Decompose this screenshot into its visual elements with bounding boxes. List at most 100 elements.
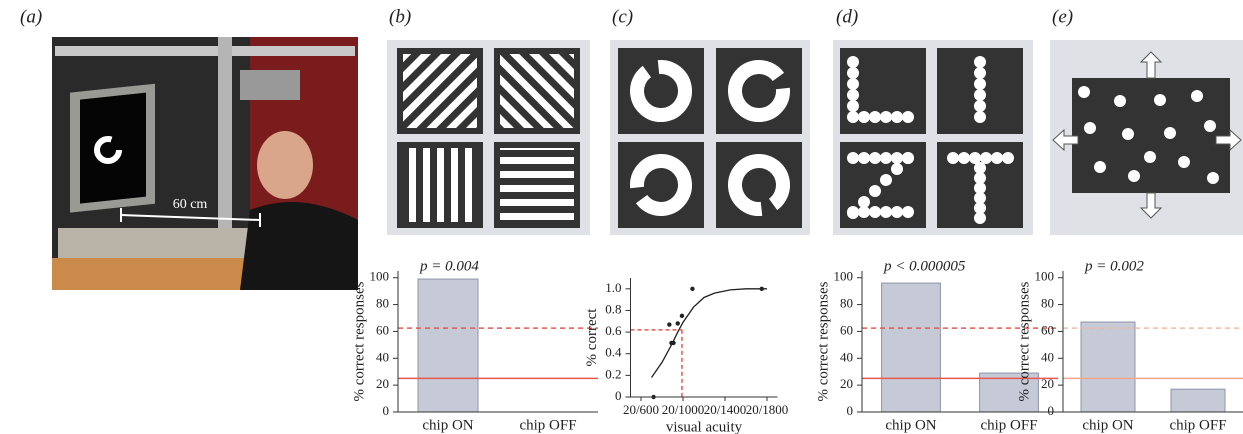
- stimulus-dot: [974, 182, 986, 194]
- y-axis-label: % correct: [584, 308, 600, 367]
- y-axis-label: % correct responses: [1016, 281, 1032, 401]
- stimulus-dot: [858, 152, 870, 164]
- data-point: [675, 321, 680, 326]
- stimulus-dot: [974, 162, 986, 174]
- stimulus-dot: [869, 206, 881, 218]
- data-point: [759, 286, 764, 292]
- motion-stimulus: [1050, 40, 1243, 235]
- panel-label: (a): [20, 6, 42, 27]
- panel-label: (d): [836, 6, 858, 27]
- stimulus-dot: [880, 206, 892, 218]
- stimulus-dot: [1128, 170, 1140, 182]
- stimulus-dot: [880, 174, 892, 186]
- y-axis-label: % correct responses: [351, 281, 367, 401]
- stimulus-dot: [858, 196, 870, 208]
- x-tick-label: chip OFF: [519, 417, 576, 433]
- stimulus-dot: [858, 206, 870, 218]
- stimulus-dot: [1178, 156, 1190, 168]
- stimulus-dot: [847, 100, 859, 112]
- stimulus-dot: [847, 67, 859, 79]
- stimulus-dot: [974, 192, 986, 204]
- stimulus-dot: [902, 111, 914, 123]
- stimulus-dot: [891, 163, 903, 175]
- y-axis-label: % correct responses: [815, 281, 831, 401]
- y-tick-label: 100: [1035, 269, 1055, 284]
- stimulus-dot: [1144, 151, 1156, 163]
- y-tick-label: 60: [1041, 322, 1054, 337]
- stimulus-dot: [974, 212, 986, 224]
- stimulus-dot: [847, 89, 859, 101]
- y-tick-label: 20: [840, 376, 853, 391]
- y-tick-label: 0: [847, 403, 854, 418]
- fit-curve: [650, 288, 767, 378]
- stimulus-dot: [974, 100, 986, 112]
- y-tick-label: 0: [383, 403, 390, 418]
- bar: [1170, 388, 1226, 413]
- landolt-c-stimuli: [610, 40, 810, 235]
- stimulus-dot: [847, 207, 859, 219]
- stimulus-dot: [974, 111, 986, 123]
- stimulus-dot: [858, 111, 870, 123]
- y-tick-label: 80: [840, 296, 853, 311]
- x-tick-label: chip OFF: [980, 417, 1037, 433]
- stimulus-dot: [891, 206, 903, 218]
- x-tick-label: chip ON: [885, 417, 936, 433]
- y-tick-label: 20: [376, 376, 389, 391]
- stimulus-dot: [847, 152, 859, 164]
- y-tick-label: 60: [840, 322, 853, 337]
- stimulus-dot: [969, 152, 981, 164]
- data-point: [667, 322, 672, 327]
- bar: [417, 278, 479, 413]
- stimulus-dot: [869, 111, 881, 123]
- data-point: [679, 313, 685, 319]
- y-tick-label: 80: [1041, 296, 1054, 311]
- stimulus-dot: [1122, 128, 1134, 140]
- stimulus-dot: [847, 56, 859, 68]
- stimulus-dot: [974, 78, 986, 90]
- stimulus-dot: [1154, 94, 1166, 106]
- stimulus-dot: [1114, 95, 1126, 107]
- x-tick-label: chip ON: [1082, 417, 1133, 433]
- stimulus-dot: [1002, 152, 1014, 164]
- data-point: [671, 340, 676, 346]
- stimulus-dot: [902, 206, 914, 218]
- x-axis-label: visual acuity: [666, 419, 743, 434]
- stimulus-dot: [891, 152, 903, 164]
- y-tick-label: 100: [370, 269, 390, 284]
- stimulus-dot: [1191, 90, 1203, 102]
- y-tick-label: 20: [1041, 376, 1054, 391]
- panel-label: (e): [1052, 6, 1073, 27]
- stimulus-dot: [974, 89, 986, 101]
- stimulus-dot: [974, 56, 986, 68]
- photo: 60 cm: [52, 37, 358, 290]
- stimulus-dot: [1204, 120, 1216, 132]
- x-tick-label: 20/1400: [704, 402, 747, 417]
- x-tick-label: 20/1800: [746, 402, 789, 417]
- y-tick-label: 1.0: [605, 280, 621, 295]
- stimulus-dot: [991, 152, 1003, 164]
- stimulus-dot: [1207, 172, 1219, 184]
- x-tick-label: 20/600: [623, 402, 659, 417]
- stimulus-dot: [869, 152, 881, 164]
- stimulus-dot: [947, 152, 959, 164]
- y-tick-label: 60: [376, 322, 389, 337]
- stimulus-dot: [891, 111, 903, 123]
- stimulus-dot: [1078, 86, 1090, 98]
- stimulus-dot: [1164, 127, 1176, 139]
- annotation: p = 0.004: [419, 258, 479, 274]
- stimulus-dot: [974, 202, 986, 214]
- y-tick-label: 0.6: [605, 323, 622, 338]
- y-tick-label: 100: [834, 269, 854, 284]
- stimulus-dot: [1094, 161, 1106, 173]
- letter-stimuli: [833, 40, 1033, 235]
- stimulus-dot: [880, 111, 892, 123]
- bar: [881, 282, 941, 413]
- y-tick-label: 80: [376, 296, 389, 311]
- stimulus-dot: [847, 78, 859, 90]
- y-tick-label: 0.2: [605, 366, 621, 381]
- stimulus-dot: [869, 185, 881, 197]
- data-point: [690, 286, 695, 292]
- annotation: p < 0.000005: [883, 258, 966, 274]
- stimulus-dot: [1084, 122, 1096, 134]
